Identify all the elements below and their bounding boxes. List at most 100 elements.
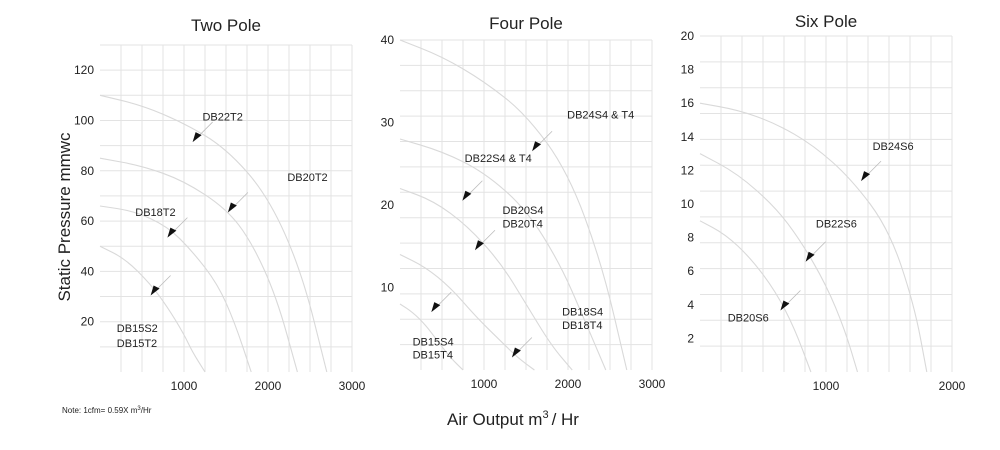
note-superscript: 3 [137,406,141,412]
four-pole-curve-label: DB20T4 [502,218,542,230]
four-pole-curve-label: DB20S4 [502,205,543,217]
two-pole-curve-db15s2-db15t2 [99,245,206,373]
six-pole-title: Six Pole [795,12,857,31]
two-pole-curve-label: DB20T2 [287,172,327,184]
two-pole-curve-label: DB15S2 [117,323,158,335]
six-pole-y-tick-label: 18 [681,63,695,77]
four-pole-curve-label: DB18T4 [562,320,602,332]
six-pole-x-tick-label: 1000 [813,379,840,393]
x-axis-title-tail: / Hr [552,410,580,429]
six-pole-y-tick-label: 10 [681,197,695,211]
four-pole-y-tick-label: 20 [381,198,395,212]
four-pole-curve-label: DB18S4 [562,307,603,319]
four-pole-x-tick-label: 1000 [471,377,498,391]
six-pole-y-tick-label: 2 [687,331,694,345]
four-pole-arrow-leader [436,291,452,307]
x-axis-title-main: Air Output m [447,410,542,429]
two-pole-y-tick-label: 120 [74,63,94,77]
two-pole-y-tick-label: 80 [81,164,95,178]
two-pole-arrow-head [150,285,160,296]
four-pole-curve-db18s4-db18t4 [399,254,535,371]
four-pole-y-tick-label: 30 [381,116,395,130]
two-pole-x-tick-label: 1000 [171,379,198,393]
two-pole-curve-db20t2 [99,157,298,373]
six-pole-arrow-head [780,300,790,311]
six-pole-arrow-head [861,171,871,182]
four-pole-curve-db24s4-t4 [399,39,628,371]
four-pole-arrow-head [431,302,441,313]
six-pole-x-tick-label: 2000 [939,379,966,393]
four-pole-title: Four Pole [489,14,563,33]
four-pole-y-tick-label: 10 [381,281,395,295]
four-pole-arrow-leader [468,180,483,196]
two-pole-x-tick-label: 2000 [255,379,282,393]
four-pole-curve-label: DB15S4 [413,336,454,348]
two-pole-arrow-head [192,132,202,143]
two-pole-curve-db22t2 [99,94,328,373]
two-pole-y-tick-label: 60 [81,214,95,228]
four-pole-panel: Four Pole 10 20 30 40 1000 2000 3000 DB24S4 & T4… [381,14,666,391]
six-pole-y-tick-label: 6 [687,264,694,278]
six-pole-grid [700,35,953,372]
six-pole-arrow-leader [786,290,801,305]
four-pole-arrow-head [462,190,472,201]
two-pole-arrow-leader [198,121,213,137]
six-pole-curve-label: DB24S6 [873,141,914,153]
two-pole-arrow-leader [156,275,171,290]
two-pole-curve-label: DB18T2 [135,207,175,219]
two-pole-curve-db18t2 [99,205,252,373]
six-pole-curve-db20s6 [699,220,812,373]
six-pole-arrow-leader [866,160,882,176]
six-pole-arrow-leader [811,241,826,257]
six-pole-panel: Six Pole 2 4 6 8 10 12 14 16 18 20 1000 2000 DB24S6 DB… [681,12,966,393]
y-axis-title: Static Pressure mmwc [55,132,74,302]
two-pole-arrow-head [227,202,237,213]
four-pole-x-tick-label: 3000 [639,377,666,391]
six-pole-y-tick-label: 4 [687,298,694,312]
four-pole-x-tick-label: 2000 [555,377,582,391]
two-pole-y-tick-label: 40 [81,264,95,278]
two-pole-grid [100,44,353,372]
four-pole-arrow-leader [537,130,553,146]
four-pole-arrow-head [532,141,542,152]
six-pole-y-tick-label: 8 [687,231,694,245]
four-pole-grid [400,39,653,370]
four-pole-curve-label: DB15T4 [413,349,453,361]
four-pole-arrow-head [474,240,484,251]
x-axis-title-superscript: 3 [542,409,548,421]
six-pole-curve-label: DB22S6 [816,219,857,231]
two-pole-arrow-leader [233,192,249,207]
note-suffix: /Hr [141,406,152,415]
chart-panels: Two Pole 20 40 60 80 100 120 1000 2000 3000 DB22T2… [74,12,966,393]
note-prefix: Note: 1cfm= 0.59X m [62,406,138,415]
six-pole-curve-db22s6 [699,153,859,373]
four-pole-curve-db15s4-db15t4 [399,303,464,371]
two-pole-title: Two Pole [191,16,261,35]
two-pole-arrow-leader [173,217,188,232]
six-pole-arrow-head [805,251,815,262]
conversion-note: Note: 1cfm= 0.59X m3/Hr [62,406,152,415]
six-pole-y-tick-label: 14 [681,130,695,144]
six-pole-y-tick-label: 16 [681,96,695,110]
four-pole-curve-db20s4-db20t4 [399,187,573,371]
two-pole-x-tick-label: 3000 [339,379,366,393]
two-pole-panel: Two Pole 20 40 60 80 100 120 1000 2000 3000 DB22T2… [74,16,366,393]
six-pole-y-tick-label: 20 [681,29,695,43]
four-pole-arrow-leader [480,229,496,245]
two-pole-curve-label: DB22T2 [202,111,242,123]
four-pole-curve-db22s4-t4 [399,138,607,371]
four-pole-y-tick-label: 40 [381,33,395,47]
six-pole-curve-db24s6 [699,102,928,373]
four-pole-arrow-leader [517,337,533,352]
six-pole-curve-label: DB20S6 [728,313,769,325]
six-pole-y-tick-label: 12 [681,163,695,177]
two-pole-y-tick-label: 100 [74,113,94,127]
two-pole-curve-label: DB15T2 [117,338,157,350]
x-axis-title: Air Output m3 / Hr [447,409,579,429]
two-pole-y-tick-label: 20 [81,315,95,329]
four-pole-curve-label: DB24S4 & T4 [567,109,634,121]
four-pole-curve-label: DB22S4 & T4 [465,153,532,165]
two-pole-arrow-head [167,227,177,238]
four-pole-arrow-head [511,347,521,358]
